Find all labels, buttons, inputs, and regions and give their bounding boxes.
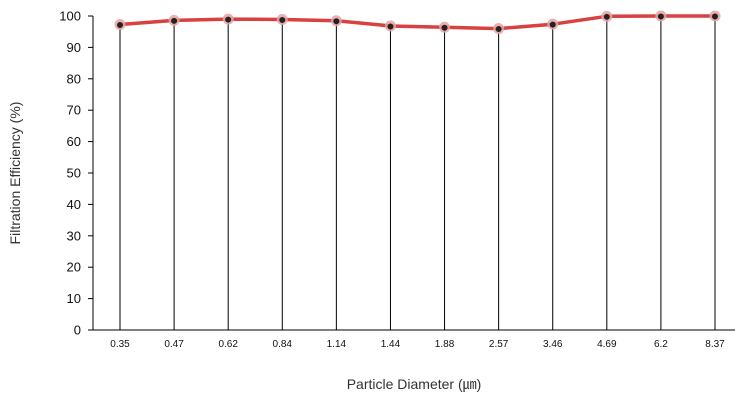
data-point-marker [225, 16, 232, 23]
y-tick-label: 50 [67, 166, 81, 181]
data-point [168, 14, 180, 26]
series-group [114, 10, 721, 35]
data-point [655, 10, 667, 22]
x-tick-label: 0.35 [110, 339, 130, 350]
y-tick-label: 80 [67, 71, 81, 86]
data-point [384, 20, 396, 32]
data-point [493, 23, 505, 35]
data-point [276, 13, 288, 25]
data-point-marker [333, 18, 340, 25]
data-point-marker [171, 17, 178, 24]
data-point [330, 15, 342, 27]
series-line [118, 14, 717, 31]
y-tick-label: 40 [67, 197, 81, 212]
y-tick-labels: 0 10 20 30 40 50 60 70 80 90 100 [59, 9, 93, 338]
x-tick-label: 0.62 [218, 339, 238, 350]
x-tick-label: 0.47 [164, 339, 184, 350]
drop-lines [119, 16, 716, 330]
y-tick-label: 100 [59, 9, 81, 24]
x-tick-label: 2.57 [489, 339, 509, 350]
data-point-marker [441, 24, 448, 31]
data-point [222, 13, 234, 25]
x-tick-label: 1.14 [327, 339, 347, 350]
axes [92, 16, 735, 331]
y-tick-label: 70 [67, 103, 81, 118]
y-axis-label: Filtration Efficiency (%) [7, 102, 23, 245]
data-point-marker [657, 13, 664, 20]
x-tick-label: 3.46 [543, 339, 563, 350]
x-tick-label: 1.88 [435, 339, 455, 350]
x-tick-labels: 0.35 0.47 0.62 0.84 1.14 1.44 1.88 2.57 3.46 4.69… [110, 339, 725, 350]
x-tick-label: 0.84 [273, 339, 293, 350]
data-point [547, 18, 559, 30]
data-point-marker [279, 16, 286, 23]
data-point [601, 10, 613, 22]
data-point-marker [549, 21, 556, 28]
y-tick-label: 60 [67, 134, 81, 149]
x-tick-label: 4.69 [597, 339, 617, 350]
y-tick-label: 10 [67, 291, 81, 306]
data-point [439, 21, 451, 33]
y-tick-label: 90 [67, 40, 81, 55]
y-tick-label: 20 [67, 260, 81, 275]
data-point-marker [117, 21, 123, 28]
x-axis-label: Particle Diameter (㎛) [347, 376, 482, 393]
y-tick-label: 30 [67, 228, 81, 243]
data-point-marker [495, 26, 502, 33]
y-tick-label: 0 [74, 323, 81, 338]
data-point-marker [387, 23, 394, 30]
data-point [709, 10, 721, 22]
data-point [114, 18, 126, 30]
data-point-marker [712, 13, 718, 20]
x-tick-label: 6.2 [654, 339, 668, 350]
data-point-marker [603, 13, 610, 20]
x-tick-label: 1.44 [381, 339, 401, 350]
x-tick-label: 8.37 [705, 339, 725, 350]
